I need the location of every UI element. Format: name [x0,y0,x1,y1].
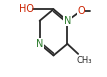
Text: O: O [77,6,85,16]
Text: N: N [64,16,71,26]
Text: HO: HO [19,4,34,14]
Text: CH₃: CH₃ [76,56,92,65]
Text: N: N [36,39,43,49]
